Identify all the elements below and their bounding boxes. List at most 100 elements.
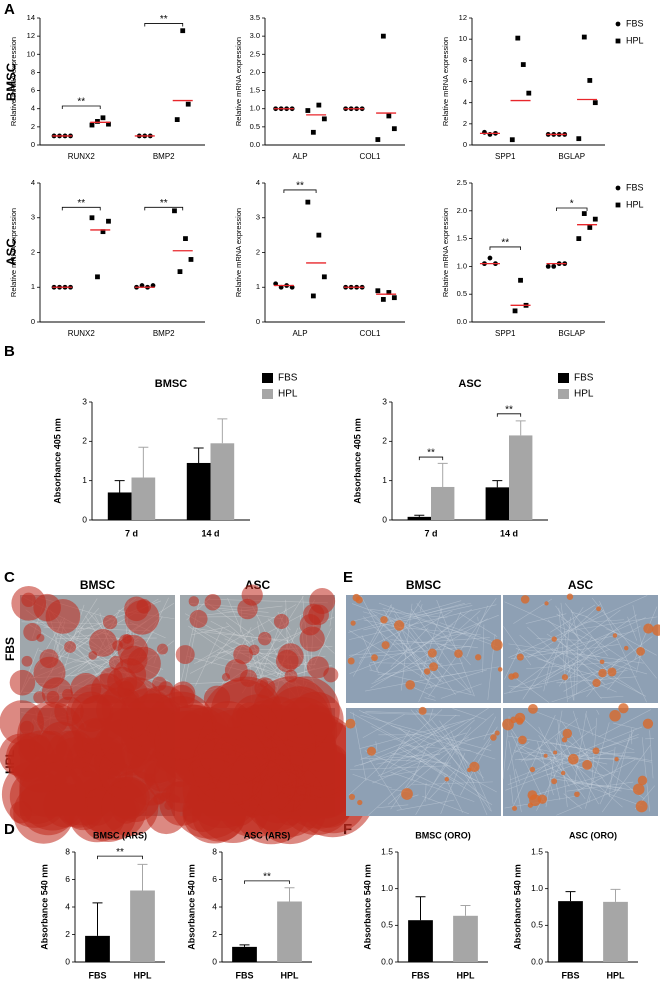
significance-label: **	[160, 14, 168, 25]
data-point	[321, 274, 327, 280]
legend-label: FBS	[574, 373, 594, 384]
data-point	[380, 33, 386, 39]
stain	[514, 712, 526, 724]
y-tick-label: 2	[256, 247, 260, 256]
stain	[157, 643, 168, 655]
cell-texture	[204, 631, 289, 641]
y-tick-label: 4	[31, 178, 35, 187]
stain	[309, 588, 336, 614]
stain	[418, 706, 427, 715]
stain	[528, 703, 538, 714]
cell-texture	[348, 709, 443, 796]
cell-texture	[424, 697, 436, 701]
stain	[347, 657, 355, 665]
column-title: ASC	[568, 578, 594, 592]
cell-texture	[369, 609, 448, 619]
stain	[551, 636, 557, 642]
cell-texture	[380, 770, 418, 778]
cell-texture	[350, 765, 451, 770]
y-tick-label: 2	[82, 436, 87, 446]
cell-texture	[410, 709, 475, 784]
x-tick-label: SPP1	[495, 152, 516, 161]
stain	[348, 793, 356, 801]
y-tick-label: 8	[463, 55, 467, 64]
cell-texture	[389, 753, 441, 759]
chart-title: ASC (ORO)	[569, 830, 617, 840]
stain	[88, 651, 98, 660]
stain	[599, 659, 605, 665]
cell-texture	[362, 712, 461, 717]
cell-texture	[359, 717, 475, 749]
stain	[527, 802, 534, 808]
x-tick-label: RUNX2	[68, 329, 96, 338]
x-tick-label: FBS	[412, 970, 430, 980]
cell-texture	[425, 669, 488, 689]
y-tick-label: 1.0	[531, 883, 543, 893]
stain	[614, 757, 619, 762]
chart-title: BMSC (ORO)	[415, 830, 471, 840]
y-tick-label: 3	[256, 213, 260, 222]
y-axis-label: Absorbance 405 nm	[352, 418, 362, 504]
cell-texture	[564, 603, 608, 657]
x-tick-label: 7 d	[424, 528, 437, 538]
stain	[64, 640, 77, 653]
cell-texture	[429, 708, 434, 721]
legend-marker	[615, 202, 621, 208]
cell-texture	[360, 714, 492, 751]
x-tick-label: FBS	[562, 970, 580, 980]
panel-letter: B	[4, 343, 15, 360]
cell-texture	[563, 793, 582, 809]
y-tick-label: 0.0	[531, 956, 543, 966]
stain	[393, 620, 405, 631]
cell-texture	[197, 604, 297, 662]
stain	[544, 601, 549, 606]
data-point	[100, 229, 106, 235]
y-tick-label: 0	[31, 317, 35, 326]
chart-title: BMSC (ARS)	[93, 830, 147, 840]
stain	[612, 633, 618, 638]
cell-texture	[374, 623, 454, 682]
y-axis-label: Absorbance 540 nm	[362, 864, 372, 950]
y-tick-label: 4	[256, 178, 260, 187]
cell-texture	[558, 607, 568, 703]
cell-texture	[210, 620, 250, 642]
cell-texture	[428, 598, 497, 698]
cell-texture	[507, 736, 521, 771]
data-point	[305, 199, 311, 205]
cell-texture	[377, 737, 469, 777]
y-tick-label: 1	[382, 475, 387, 485]
y-tick-label: 4	[65, 901, 70, 911]
stain	[494, 730, 500, 736]
bar	[107, 492, 132, 520]
cell-texture	[445, 734, 458, 755]
stain	[350, 620, 356, 626]
y-tick-label: 0.0	[457, 317, 467, 326]
bar	[558, 901, 583, 962]
stain	[635, 800, 648, 813]
y-tick-label: 6	[65, 874, 70, 884]
data-point	[183, 236, 188, 241]
stain	[45, 599, 81, 634]
y-tick-label: 2	[31, 122, 35, 131]
stain	[36, 633, 45, 642]
stain	[197, 709, 273, 785]
data-point	[89, 215, 95, 221]
y-tick-label: 10	[27, 49, 35, 58]
cell-texture	[621, 660, 637, 670]
significance-label: *	[570, 199, 574, 210]
stain	[592, 747, 600, 755]
bar	[509, 435, 533, 520]
cell-texture	[398, 747, 493, 806]
data-point	[177, 269, 183, 275]
stain	[636, 647, 645, 656]
cell-texture	[563, 633, 610, 685]
x-tick-label: 14 d	[201, 528, 219, 538]
stain	[491, 639, 503, 651]
stain	[371, 654, 378, 662]
stain	[469, 761, 480, 773]
cell-texture	[572, 710, 590, 762]
cell-texture	[21, 621, 138, 626]
y-tick-label: 1.0	[250, 104, 260, 113]
bar	[210, 443, 235, 520]
data-point	[185, 101, 191, 107]
